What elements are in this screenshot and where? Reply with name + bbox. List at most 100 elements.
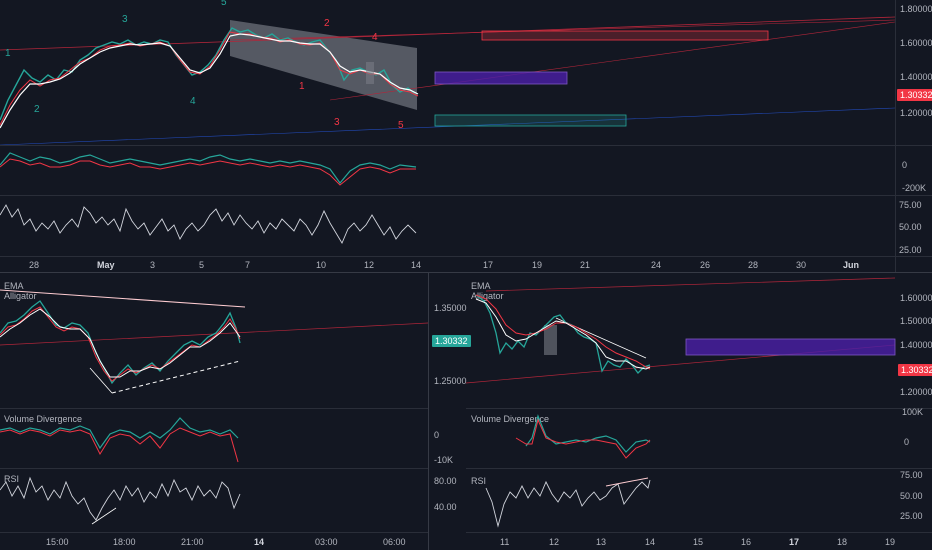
br-vd-tick: 0 xyxy=(904,437,910,447)
top-vd-divider xyxy=(0,145,932,146)
br-time-tick: 15 xyxy=(693,537,704,547)
bl-time-tick: 14 xyxy=(254,537,265,547)
bl-price-tick: 1.25000 xyxy=(434,376,467,386)
bl-price-drawing[interactable] xyxy=(0,273,429,408)
bl-price-tick: 1.35000 xyxy=(434,303,467,313)
br-zone-purple-box xyxy=(685,338,896,356)
br-rsi-divider xyxy=(466,468,932,469)
wave-red-1: 1 xyxy=(299,81,305,92)
top-chart-pane[interactable]: 1 2 3 4 5 1 2 3 4 5 1.80000 1.60000 1.40… xyxy=(0,0,932,272)
br-rsi-plot xyxy=(485,477,651,528)
br-price-tick: 1.20000 xyxy=(900,387,932,397)
bl-vd-plot xyxy=(0,417,239,463)
top-price-tick: 1.20000 xyxy=(900,108,932,118)
bl-rsi-tick: 80.00 xyxy=(434,476,457,486)
br-rsi-tick: 50.00 xyxy=(900,491,923,501)
br-time-tick: 12 xyxy=(549,537,560,547)
br-legend-alligator[interactable]: Alligator xyxy=(471,291,504,301)
top-price-drawing[interactable] xyxy=(0,0,896,146)
top-price-tick: 1.60000 xyxy=(900,38,932,48)
wave-red-4: 4 xyxy=(372,32,378,43)
bl-rsi-tick: 40.00 xyxy=(434,502,457,512)
br-time-tick: 18 xyxy=(837,537,848,547)
br-last-price-badge: 1.30332 xyxy=(898,364,932,376)
bl-last-price-badge: 1.30332 xyxy=(432,335,471,347)
br-price-drawing[interactable] xyxy=(465,273,896,408)
top-time-tick: 30 xyxy=(796,260,807,270)
wave-red-5: 5 xyxy=(398,120,404,131)
br-vd-divider xyxy=(466,408,932,409)
top-vd-plot xyxy=(0,152,417,186)
br-vd-tick: 100K xyxy=(902,407,924,417)
top-last-price-badge: 1.30332 xyxy=(897,89,932,101)
top-time-tick: May xyxy=(97,260,115,270)
bl-legend-alligator[interactable]: Alligator xyxy=(4,291,37,301)
top-time-tick: 19 xyxy=(532,260,543,270)
top-time-tick: 24 xyxy=(651,260,662,270)
bottom-right-chart-pane[interactable]: EMA Alligator 1.60000 1.50000 1.40000 1.… xyxy=(465,273,932,550)
br-legend-ema[interactable]: EMA xyxy=(471,281,491,291)
top-rsi-divider xyxy=(0,195,932,196)
top-time-tick: 14 xyxy=(411,260,422,270)
bl-time-tick: 03:00 xyxy=(315,537,338,547)
zone-teal-box xyxy=(434,114,627,127)
wave-green-2: 2 xyxy=(34,104,40,115)
br-time-tick: 11 xyxy=(500,537,510,547)
br-time-tick: 19 xyxy=(885,537,896,547)
br-rsi-tick: 75.00 xyxy=(900,470,923,480)
bottom-left-chart-pane[interactable]: EMA Alligator 1.35000 1.25000 1.30332 Vo… xyxy=(0,273,471,550)
bl-vd-tick: -10K xyxy=(434,455,454,465)
top-price-axis-border xyxy=(895,0,896,272)
wave-red-3: 3 xyxy=(334,117,340,128)
top-time-tick: 3 xyxy=(150,260,156,270)
bl-rsi-divider xyxy=(0,468,428,469)
top-time-tick: 17 xyxy=(483,260,494,270)
top-vd-tick: -200K xyxy=(902,183,927,193)
wave-red-2: 2 xyxy=(324,18,330,29)
bl-rsi-label[interactable]: RSI xyxy=(4,474,20,484)
br-price-tick: 1.60000 xyxy=(900,293,932,303)
bl-time-axis-border xyxy=(0,532,428,533)
bottom-split-divider xyxy=(428,272,429,550)
descending-channel xyxy=(230,20,417,110)
top-time-tick: 12 xyxy=(364,260,375,270)
br-time-tick: 13 xyxy=(596,537,607,547)
bl-rsi-plot xyxy=(0,476,241,525)
br-rsi-tick: 25.00 xyxy=(900,511,923,521)
zone-purple-box xyxy=(434,71,568,85)
bl-vd-label[interactable]: Volume Divergence xyxy=(4,414,83,424)
wave-green-1: 1 xyxy=(5,48,11,59)
bl-legend-ema[interactable]: EMA xyxy=(4,281,24,291)
top-rsi-plot xyxy=(0,204,417,244)
top-rsi-tick: 50.00 xyxy=(899,222,922,232)
br-time-tick: 17 xyxy=(789,537,800,547)
top-rsi-tick: 75.00 xyxy=(899,200,922,210)
wave-green-5: 5 xyxy=(221,0,227,8)
br-rsi-label[interactable]: RSI xyxy=(471,476,487,486)
top-time-tick: 7 xyxy=(245,260,251,270)
top-time-tick: 28 xyxy=(29,260,40,270)
wave-green-3: 3 xyxy=(122,14,128,25)
bl-time-tick: 18:00 xyxy=(113,537,136,547)
bl-time-tick: 06:00 xyxy=(383,537,406,547)
top-time-tick: 28 xyxy=(748,260,759,270)
bl-vd-tick: 0 xyxy=(434,430,440,440)
top-time-tick: 26 xyxy=(700,260,711,270)
br-vd-label[interactable]: Volume Divergence xyxy=(471,414,550,424)
br-time-tick: 16 xyxy=(741,537,752,547)
br-time-axis-border xyxy=(466,532,932,533)
br-vd-plot xyxy=(515,414,651,459)
top-time-tick: 10 xyxy=(316,260,327,270)
top-time-tick: Jun xyxy=(843,260,860,270)
br-price-tick: 1.40000 xyxy=(900,340,932,350)
bl-time-tick: 15:00 xyxy=(46,537,69,547)
top-time-tick: 21 xyxy=(580,260,591,270)
top-vd-tick: 0 xyxy=(902,160,908,170)
top-time-tick: 5 xyxy=(199,260,205,270)
top-time-axis-border xyxy=(0,256,932,257)
bl-time-tick: 21:00 xyxy=(181,537,204,547)
top-price-candles xyxy=(0,27,417,121)
top-rsi-tick: 25.00 xyxy=(899,245,922,255)
wave-green-4: 4 xyxy=(190,96,196,107)
zone-red-box xyxy=(481,30,769,41)
